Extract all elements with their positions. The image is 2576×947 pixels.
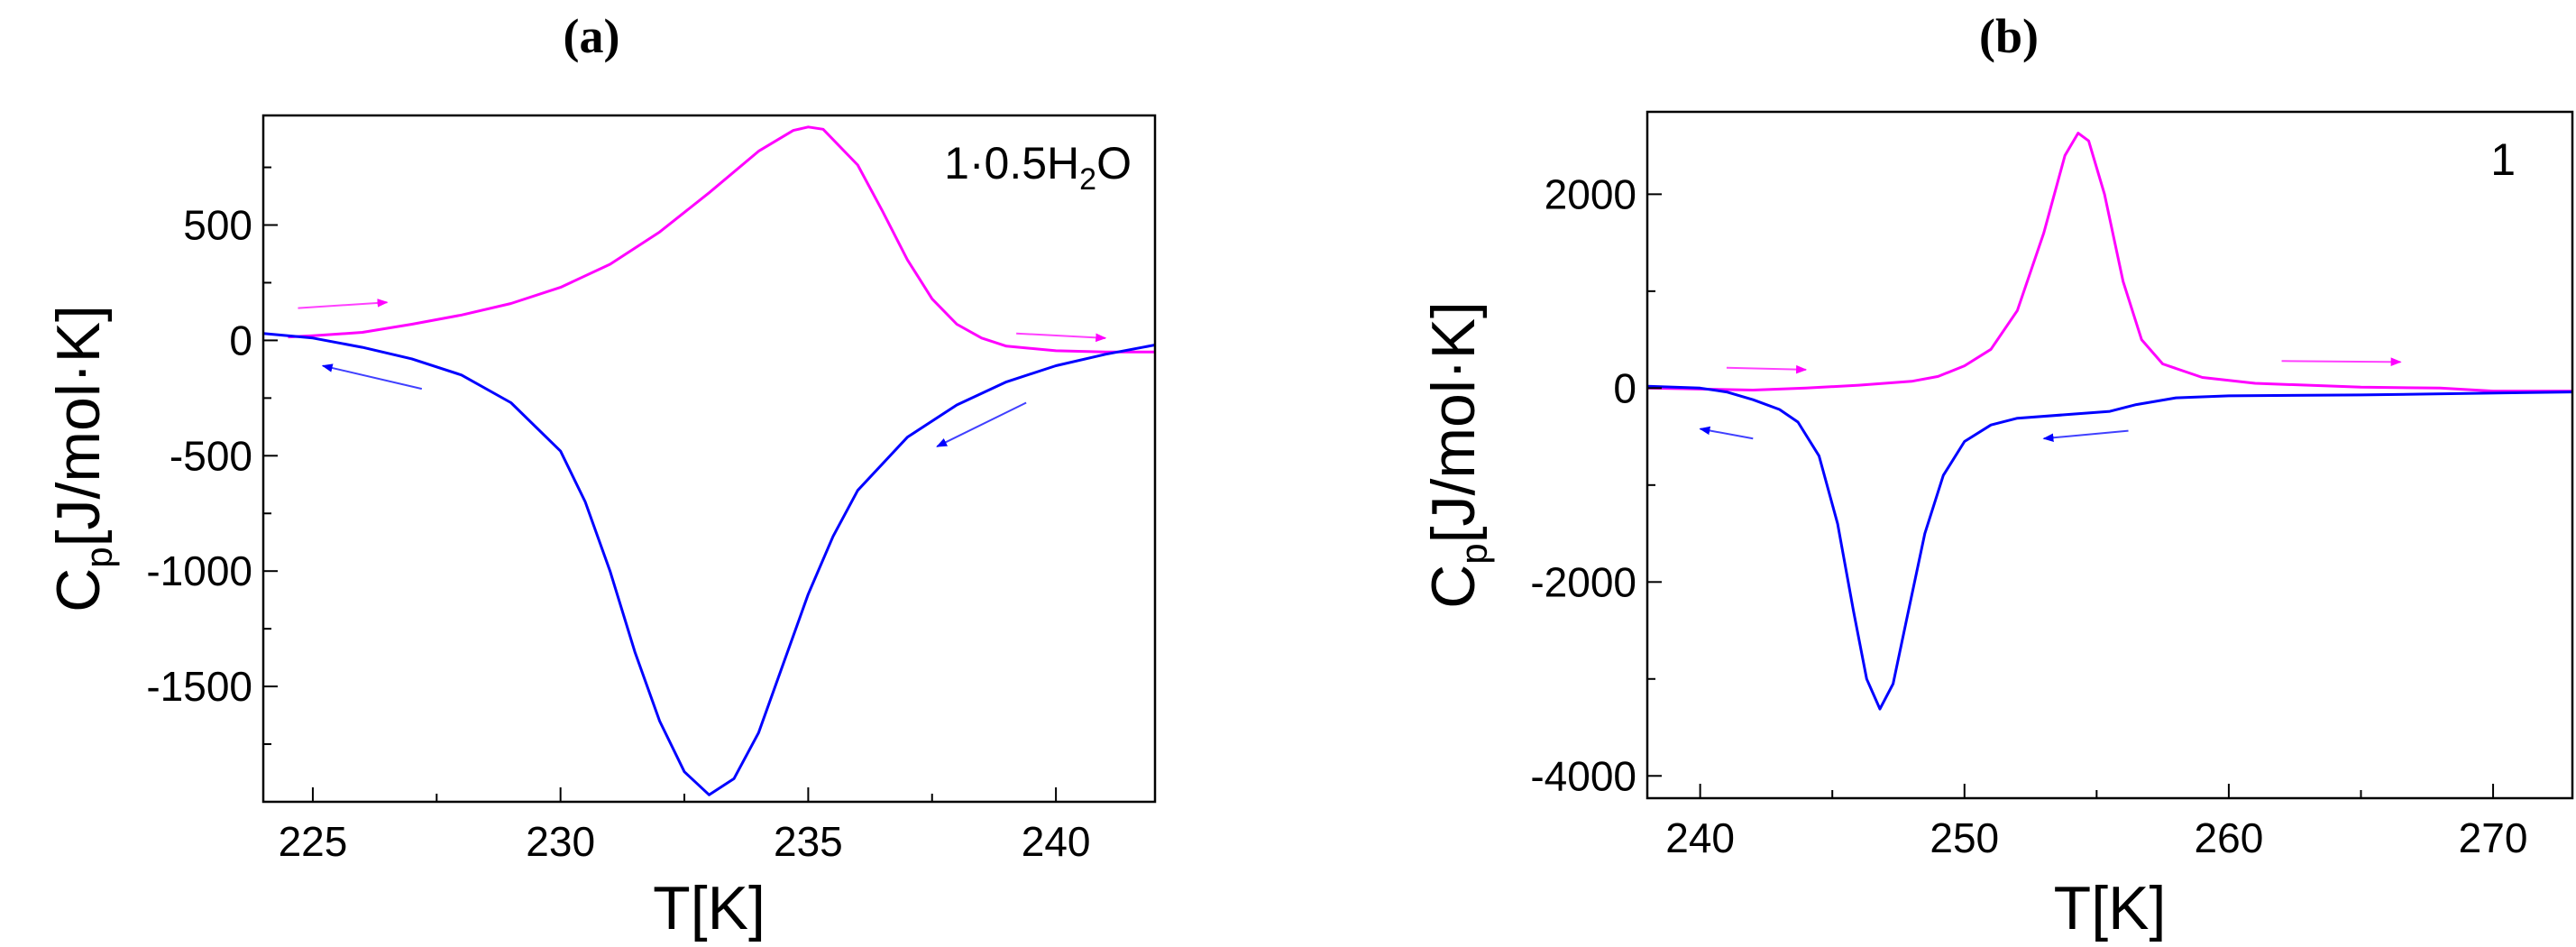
y-tick-label: 0: [1613, 364, 1636, 411]
x-tick-label: 270: [2459, 814, 2528, 861]
y-tick-label: -2000: [1530, 558, 1636, 605]
y-axis-label-sub: p: [78, 547, 120, 567]
direction-arrow: [1699, 426, 1754, 440]
y-tick-label: -1000: [146, 547, 252, 594]
x-tick-label: 240: [1665, 814, 1735, 861]
y-axis-label: Cp[J/mol·K]: [1419, 301, 1495, 609]
panel-a: (a) 225 230 235 240 -1500 -1000 -500 0 500 T[K] Cp[…: [44, 9, 1157, 942]
y-axis-label: Cp[J/mol·K]: [44, 305, 120, 612]
x-tick-label: 240: [1022, 818, 1091, 865]
direction-arrow: [321, 363, 423, 391]
annotation-tail: O: [1096, 138, 1132, 188]
sample-annotation: 1·0.5H2O: [944, 138, 1132, 197]
annotation-main: 1: [2490, 134, 2516, 185]
direction-arrow: [936, 401, 1027, 447]
panel-title: (a): [564, 9, 620, 63]
x-tick-label: 235: [774, 818, 843, 865]
panel-title: (b): [1979, 9, 2039, 63]
annotation-sub: 2: [1079, 162, 1096, 197]
y-tick-label: -4000: [1530, 752, 1636, 799]
series-line-heating: [288, 125, 1155, 354]
series-line-cooling: [263, 332, 1155, 796]
x-tick-label: 230: [526, 818, 595, 865]
annotation-main: 1·0.5H: [944, 138, 1079, 188]
y-axis-label-unit: [J/mol·K]: [44, 305, 113, 547]
y-axis-label-main: C: [1419, 565, 1488, 609]
direction-arrow: [2042, 429, 2129, 443]
y-axis-label-unit: [J/mol·K]: [1419, 301, 1488, 543]
direction-arrow: [1726, 364, 1808, 374]
y-tick-label: -1500: [146, 663, 252, 710]
direction-arrow: [1016, 332, 1107, 343]
x-tick-label: 250: [1930, 814, 1999, 861]
x-axis-label: T[K]: [653, 874, 765, 942]
y-tick-label: 500: [183, 202, 252, 249]
y-tick-label: 0: [229, 317, 252, 363]
x-tick-label: 225: [279, 818, 348, 865]
direction-arrow: [2281, 357, 2402, 367]
sample-annotation: 1: [2490, 134, 2516, 185]
direction-arrow: [298, 299, 389, 309]
plot-frame: [261, 114, 1157, 804]
x-axis-label: T[K]: [2054, 874, 2167, 942]
series-line-heating: [1647, 132, 2572, 393]
series-line-cooling: [1647, 384, 2572, 711]
plot-frame: [1646, 110, 2574, 800]
x-tick-label: 260: [2195, 814, 2264, 861]
panel-b: (b) 240 250 260 270 -4000 -2000 0 2000 T[K] Cp[J/m…: [1419, 9, 2574, 942]
y-axis-label-sub: p: [1453, 543, 1495, 564]
y-tick-label: 2000: [1545, 170, 1636, 217]
y-tick-label: -500: [170, 432, 252, 479]
y-axis-label-main: C: [44, 568, 113, 612]
